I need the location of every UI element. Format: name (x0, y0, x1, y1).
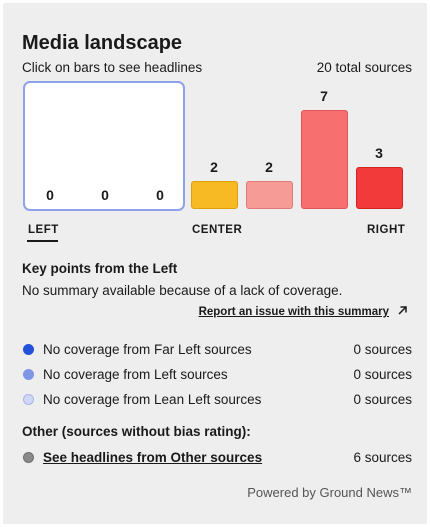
left-bars-group[interactable] (23, 81, 185, 211)
axis-label-center[interactable]: CENTER (192, 224, 243, 236)
other-sources-title: Other (sources without bias rating): (22, 424, 251, 439)
other-headlines-link[interactable]: See headlines from Other sources (43, 449, 263, 465)
far-left-dot-icon (23, 343, 34, 355)
bar-label-far-left: 0 (46, 187, 54, 203)
axis-label-right[interactable]: RIGHT (367, 224, 406, 236)
bar-label-lean-left: 0 (156, 187, 164, 203)
other-sources-row: See headlines from Other sources 6 sourc… (22, 447, 412, 467)
key-points-text: No summary available because of a lack o… (22, 283, 343, 298)
card-subtitle: Click on bars to see headlines (22, 60, 203, 75)
coverage-count: 0 sources (353, 341, 412, 357)
coverage-count: 0 sources (353, 391, 412, 407)
powered-by: Powered by Ground News™ (247, 485, 412, 500)
total-sources: 20 total sources (316, 60, 412, 75)
report-issue-link[interactable]: Report an issue with this summary (199, 305, 408, 319)
coverage-label: No coverage from Far Left sources (43, 341, 252, 357)
bar-right[interactable] (300, 110, 348, 209)
left-dot-icon (23, 368, 34, 380)
bar-label-right: 7 (320, 88, 328, 104)
card-title: Media landscape (22, 32, 183, 54)
report-issue-label: Report an issue with this summary (198, 306, 389, 318)
coverage-label: No coverage from Left sources (43, 366, 228, 382)
bar-center[interactable] (190, 181, 238, 209)
other-dot-icon (23, 451, 34, 463)
left-selected-underline (27, 240, 58, 242)
coverage-count: 0 sources (353, 366, 412, 382)
axis-label-left[interactable]: LEFT (28, 224, 59, 236)
other-sources-count: 6 sources (353, 449, 412, 465)
bar-label-left: 0 (101, 187, 109, 203)
lean-left-dot-icon (23, 393, 34, 405)
coverage-row-lean-left: No coverage from Lean Left sources 0 sou… (22, 389, 412, 409)
bar-far-right[interactable] (355, 167, 403, 209)
coverage-row-left: No coverage from Left sources 0 sources (22, 364, 412, 384)
bar-label-lean-right: 2 (265, 159, 273, 175)
arrow-up-right-icon (397, 305, 408, 319)
key-points-title: Key points from the Left (22, 261, 178, 276)
bar-label-center: 2 (210, 159, 218, 175)
coverage-label: No coverage from Lean Left sources (43, 391, 262, 407)
coverage-row-far-left: No coverage from Far Left sources 0 sour… (22, 339, 412, 359)
bar-lean-right[interactable] (245, 181, 293, 209)
bar-label-far-right: 3 (375, 145, 383, 161)
